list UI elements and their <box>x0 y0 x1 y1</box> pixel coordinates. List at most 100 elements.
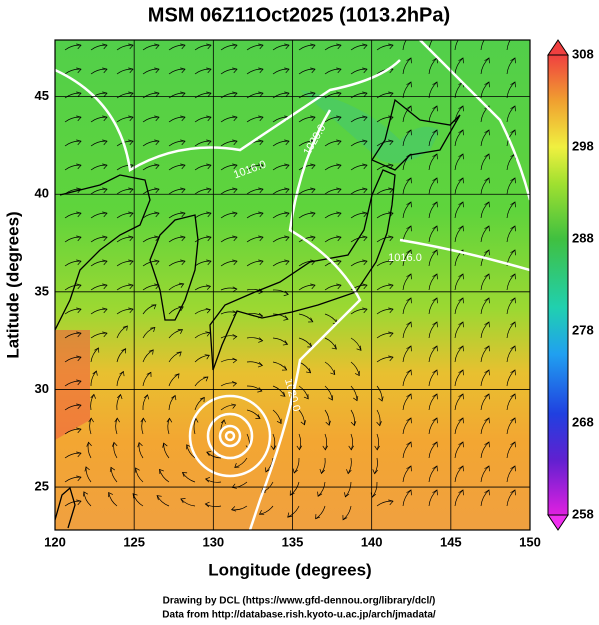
stream-arrow <box>388 331 394 338</box>
streamline <box>194 188 212 195</box>
streamline <box>376 116 394 123</box>
stream-arrow <box>143 394 150 400</box>
streamline <box>220 116 238 123</box>
streamline <box>428 177 438 195</box>
stream-arrow <box>458 177 464 184</box>
stream-arrow <box>205 307 211 314</box>
stream-arrow <box>90 393 96 399</box>
stream-arrow <box>258 187 264 194</box>
colorbar-max-arrow <box>547 39 569 56</box>
stream-arrow <box>128 259 134 266</box>
stream-arrow <box>287 512 293 518</box>
streamline <box>324 236 342 243</box>
streamline <box>220 212 238 219</box>
stream-arrow <box>284 235 290 242</box>
stream-arrow <box>231 403 237 409</box>
streamline <box>246 260 264 267</box>
y-tick-label: 40 <box>35 186 49 201</box>
stream-arrow <box>206 451 212 457</box>
stream-arrow <box>510 57 516 64</box>
stream-arrow <box>180 187 186 194</box>
streamline <box>142 164 160 171</box>
stream-arrow <box>232 286 238 293</box>
streamline <box>324 140 342 147</box>
streamline <box>64 116 82 123</box>
streamline <box>324 164 342 171</box>
stream-arrow <box>346 469 352 475</box>
stream-arrow <box>76 163 82 170</box>
streamline <box>402 273 412 291</box>
stream-arrow <box>484 393 490 400</box>
stream-arrow <box>108 491 113 498</box>
streamline <box>324 212 342 219</box>
credit: Drawing by DCL (https://www.gfd-dennou.o… <box>163 596 436 607</box>
stream-arrow <box>132 493 138 499</box>
streamline <box>428 297 438 315</box>
stream-arrow <box>232 115 238 122</box>
stream-arrow <box>458 393 464 400</box>
stream-arrow <box>362 91 368 98</box>
stream-arrow <box>432 177 438 184</box>
streamline <box>64 140 82 147</box>
streamline <box>376 308 394 315</box>
streamline <box>506 105 516 123</box>
streamline <box>428 369 438 387</box>
streamline <box>506 57 516 75</box>
stream-arrow <box>154 211 160 218</box>
x-tick-label: 150 <box>519 534 541 549</box>
stream-arrow <box>156 495 162 501</box>
streamline <box>246 212 264 219</box>
y-tick-label: 45 <box>35 88 49 103</box>
streamline <box>402 297 412 315</box>
streamline <box>480 297 490 315</box>
stream-arrow <box>510 297 516 304</box>
stream-arrow <box>458 153 464 160</box>
stream-arrow <box>257 387 263 393</box>
stream-arrow <box>206 43 212 50</box>
streamline <box>376 140 394 147</box>
streamline <box>376 44 394 51</box>
streamline <box>506 417 516 435</box>
streamline <box>402 321 412 339</box>
stream-arrow <box>76 331 82 338</box>
stream-arrow <box>458 441 464 448</box>
streamline <box>428 105 438 123</box>
streamline <box>220 140 238 147</box>
streamline <box>402 369 412 387</box>
stream-arrow <box>432 369 438 376</box>
streamlines <box>64 40 516 521</box>
streamline <box>168 140 186 147</box>
streamline <box>246 92 264 99</box>
streamline <box>272 188 290 195</box>
streamline <box>402 177 412 195</box>
stream-arrow <box>458 321 464 328</box>
stream-arrow <box>432 465 438 472</box>
stream-arrow <box>119 370 125 377</box>
stream-arrow <box>310 235 316 242</box>
streamline <box>298 212 316 219</box>
streamline <box>64 44 82 51</box>
streamline <box>454 153 464 171</box>
streamline <box>64 500 82 507</box>
streamline <box>90 236 108 243</box>
streamline <box>246 68 264 75</box>
stream-arrow <box>76 259 82 266</box>
stream-arrow <box>76 211 82 218</box>
colorbar-tick-label: 268 <box>572 414 594 429</box>
streamline <box>506 369 516 387</box>
streamline <box>324 116 342 123</box>
stream-arrow <box>484 465 490 472</box>
stream-arrow <box>336 211 342 218</box>
colorbar <box>547 54 569 516</box>
streamline <box>454 393 464 411</box>
stream-arrow <box>484 297 490 304</box>
streamline <box>480 201 490 219</box>
streamline <box>298 116 316 123</box>
streamline <box>220 164 238 171</box>
streamline <box>64 212 82 219</box>
stream-arrow <box>270 445 277 451</box>
streamline <box>402 465 412 483</box>
streamline <box>454 297 464 315</box>
stream-arrow <box>114 417 120 423</box>
stream-arrow <box>354 370 360 377</box>
